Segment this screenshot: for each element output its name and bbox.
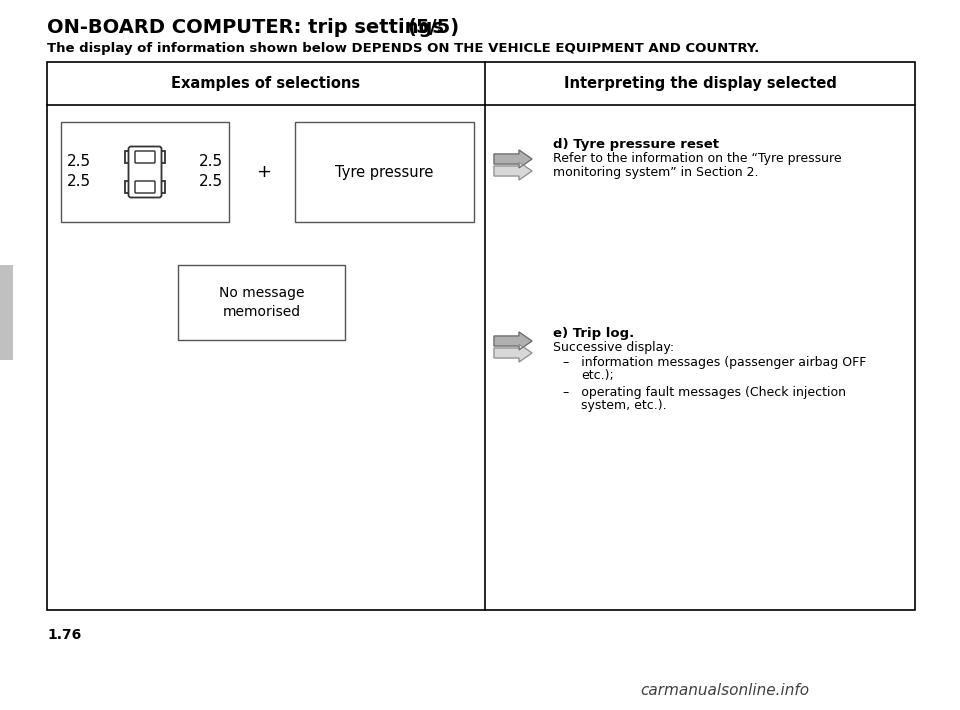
Text: –   operating fault messages (Check injection: – operating fault messages (Check inject… (563, 386, 846, 399)
Text: Successive display:: Successive display: (553, 341, 674, 354)
Bar (47, 62, 915, 610)
FancyBboxPatch shape (135, 151, 155, 163)
Text: 2.5: 2.5 (199, 155, 223, 170)
Text: monitoring system” in Section 2.: monitoring system” in Section 2. (553, 166, 758, 179)
Text: etc.);: etc.); (581, 369, 613, 382)
FancyArrow shape (494, 150, 532, 168)
Bar (158, 181, 165, 193)
Bar (178, 265, 345, 340)
Bar (61, 122, 229, 222)
Text: No message
memorised: No message memorised (219, 285, 304, 320)
Text: carmanualsonline.info: carmanualsonline.info (640, 683, 809, 698)
Text: The display of information shown below DEPENDS ON THE VEHICLE EQUIPMENT AND COUN: The display of information shown below D… (47, 42, 759, 55)
Text: 2.5: 2.5 (199, 175, 223, 190)
FancyArrow shape (494, 344, 532, 362)
Text: Refer to the information on the “Tyre pressure: Refer to the information on the “Tyre pr… (553, 152, 842, 165)
Bar (125, 181, 132, 193)
Text: 2.5: 2.5 (67, 175, 91, 190)
Text: 2.5: 2.5 (67, 155, 91, 170)
Bar (295, 122, 474, 222)
Text: Examples of selections: Examples of selections (172, 76, 361, 91)
FancyBboxPatch shape (135, 181, 155, 193)
Bar (125, 151, 132, 163)
FancyArrow shape (494, 162, 532, 180)
Text: e) Trip log.: e) Trip log. (553, 327, 635, 340)
Text: system, etc.).: system, etc.). (581, 399, 666, 412)
Text: Interpreting the display selected: Interpreting the display selected (564, 76, 836, 91)
FancyBboxPatch shape (129, 146, 161, 197)
Text: –   information messages (passenger airbag OFF: – information messages (passenger airbag… (563, 356, 866, 369)
FancyArrow shape (494, 332, 532, 350)
Text: +: + (256, 163, 272, 181)
Text: d) Tyre pressure reset: d) Tyre pressure reset (553, 138, 719, 151)
Text: (5/5): (5/5) (407, 18, 459, 37)
Text: 1.76: 1.76 (47, 628, 82, 642)
Bar (0, 265, 13, 360)
Bar (158, 151, 165, 163)
Text: Tyre pressure: Tyre pressure (335, 165, 434, 180)
Text: ON-BOARD COMPUTER: trip settings: ON-BOARD COMPUTER: trip settings (47, 18, 450, 37)
